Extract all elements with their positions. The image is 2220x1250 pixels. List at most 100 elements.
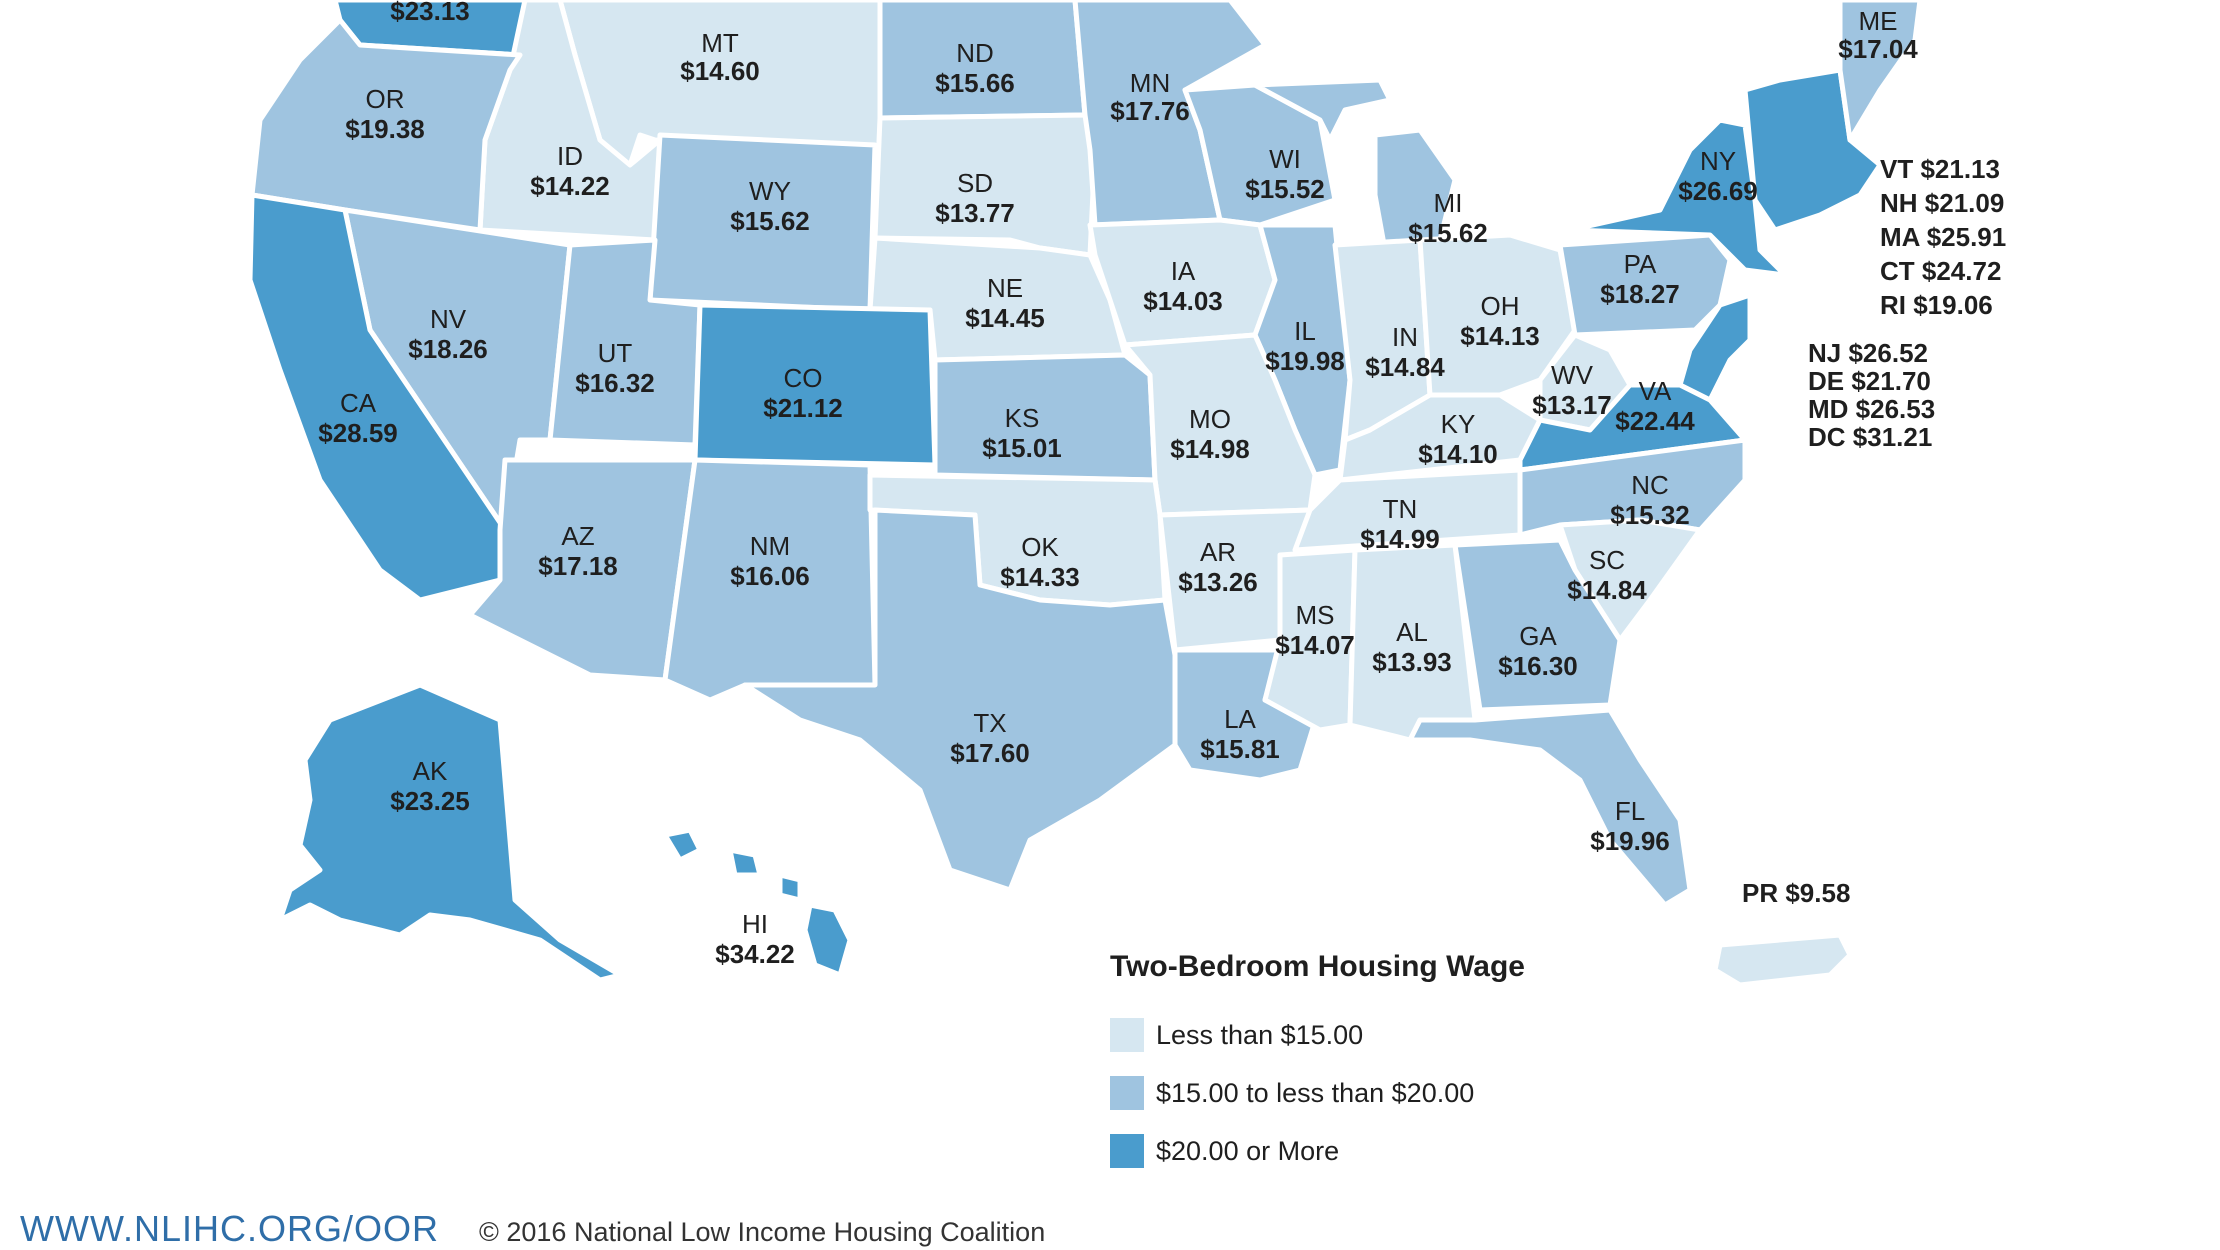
label-me-abbr: ME (1859, 6, 1898, 36)
state-ca[interactable] (247, 192, 508, 603)
label-wy-value: $15.62 (730, 206, 810, 236)
label-in-abbr: IN (1392, 322, 1418, 352)
side-label-dc: DC $31.21 (1808, 422, 1932, 452)
state-tx[interactable] (742, 507, 1178, 893)
label-ca-value: $28.59 (318, 418, 398, 448)
label-pa-value: $18.27 (1600, 279, 1680, 309)
label-al-abbr: AL (1396, 617, 1428, 647)
state-me[interactable] (1837, 0, 1923, 143)
state-nj-md[interactable] (1677, 292, 1753, 403)
side-label-ri: RI $19.06 (1880, 290, 1993, 320)
legend-swatch-mid (1110, 1076, 1144, 1110)
label-co-abbr: CO (784, 363, 823, 393)
label-ms-value: $14.07 (1275, 630, 1355, 660)
label-sd-value: $13.77 (935, 198, 1015, 228)
side-label-pr: PR $9.58 (1742, 878, 1850, 908)
legend-swatch-high (1110, 1134, 1144, 1168)
label-tx-abbr: TX (973, 708, 1006, 738)
label-fl-abbr: FL (1615, 796, 1645, 826)
label-tn-abbr: TN (1383, 494, 1418, 524)
label-ut-abbr: UT (598, 338, 633, 368)
legend-item-mid: $15.00 to less than $20.00 (1110, 1064, 1710, 1122)
label-nv-value: $18.26 (408, 334, 488, 364)
label-in-value: $14.84 (1365, 352, 1445, 382)
label-pa-abbr: PA (1624, 249, 1657, 279)
label-oh-value: $14.13 (1460, 321, 1540, 351)
label-mt-abbr: MT (701, 28, 739, 58)
label-fl-value: $19.96 (1590, 826, 1670, 856)
label-la-abbr: LA (1224, 704, 1256, 734)
label-ky-value: $14.10 (1418, 439, 1498, 469)
label-oh-abbr: OH (1481, 291, 1520, 321)
side-label-vt: VT $21.13 (1880, 154, 2000, 184)
label-ok-abbr: OK (1021, 532, 1059, 562)
label-ne-abbr: NE (987, 273, 1023, 303)
label-nm-abbr: NM (750, 531, 790, 561)
label-va-value: $22.44 (1615, 406, 1695, 436)
legend-label-low: Less than $15.00 (1156, 1019, 1364, 1050)
label-wy-abbr: WY (749, 176, 791, 206)
footer-url-link[interactable]: WWW.NLIHC.ORG/OOR (20, 1208, 439, 1249)
label-ny-value: $26.69 (1678, 176, 1758, 206)
label-mo-value: $14.98 (1170, 434, 1250, 464)
label-ga-value: $16.30 (1498, 651, 1578, 681)
label-ny-abbr: NY (1700, 146, 1736, 176)
state-labels: $23.13 MT $14.60 ND $15.66 MN $17.76 ME … (318, 0, 1918, 969)
state-ga[interactable] (1452, 537, 1623, 713)
label-ak-value: $23.25 (390, 786, 470, 816)
state-ne-region[interactable] (1742, 67, 1883, 233)
footer: WWW.NLIHC.ORG/OOR © 2016 National Low In… (20, 1208, 1045, 1250)
label-or-abbr: OR (366, 84, 405, 114)
label-tn-value: $14.99 (1360, 524, 1440, 554)
footer-copyright: © 2016 National Low Income Housing Coali… (478, 1217, 1046, 1247)
legend-title: Two-Bedroom Housing Wage (1110, 950, 1525, 983)
label-il-value: $19.98 (1265, 346, 1345, 376)
label-ia-abbr: IA (1171, 256, 1196, 286)
side-label-nj: NJ $26.52 (1808, 338, 1928, 368)
state-hi[interactable] (662, 827, 853, 978)
label-ky-abbr: KY (1441, 409, 1476, 439)
label-nv-abbr: NV (430, 304, 467, 334)
label-ks-abbr: KS (1005, 403, 1040, 433)
label-ga-abbr: GA (1519, 621, 1557, 651)
label-sc-abbr: SC (1589, 545, 1625, 575)
label-ia-value: $14.03 (1143, 286, 1223, 316)
label-mn-value: $17.76 (1110, 96, 1190, 126)
side-labels: VT $21.13 NH $21.09 MA $25.91 CT $24.72 … (1742, 154, 2006, 908)
label-id-abbr: ID (557, 141, 583, 171)
label-wi-value: $15.52 (1245, 174, 1325, 204)
label-sd-abbr: SD (957, 168, 993, 198)
label-nd-abbr: ND (956, 38, 994, 68)
state-ak[interactable] (277, 682, 623, 983)
legend-item-low: Less than $15.00 (1110, 1006, 1710, 1064)
label-mi-abbr: MI (1434, 188, 1463, 218)
side-label-ma: MA $25.91 (1880, 222, 2006, 252)
side-label-de: DE $21.70 (1808, 366, 1931, 396)
state-mo[interactable] (1122, 332, 1318, 518)
label-nm-value: $16.06 (730, 561, 810, 591)
legend-swatch-low (1110, 1018, 1144, 1052)
label-me-value: $17.04 (1838, 34, 1918, 64)
label-ar-value: $13.26 (1178, 567, 1258, 597)
label-la-value: $15.81 (1200, 734, 1280, 764)
side-label-ct: CT $24.72 (1880, 256, 2001, 286)
label-va-abbr: VA (1639, 376, 1672, 406)
label-ut-value: $16.32 (575, 368, 655, 398)
label-id-value: $14.22 (530, 171, 610, 201)
label-nc-abbr: NC (1631, 470, 1669, 500)
label-hi-value: $34.22 (715, 939, 795, 969)
label-mt-value: $14.60 (680, 56, 760, 86)
state-fl[interactable] (1407, 707, 1693, 908)
legend-label-high: $20.00 or More (1156, 1135, 1340, 1166)
label-ak-abbr: AK (413, 756, 448, 786)
territory-pr[interactable] (1712, 932, 1853, 988)
state-ny[interactable] (1567, 117, 1788, 278)
label-il-abbr: IL (1294, 316, 1316, 346)
label-wi-abbr: WI (1269, 144, 1301, 174)
map-legend: Two-Bedroom Housing Wage Less than $15.0… (1110, 950, 1710, 1180)
label-sc-value: $14.84 (1567, 575, 1647, 605)
side-label-nh: NH $21.09 (1880, 188, 2004, 218)
label-al-value: $13.93 (1372, 647, 1452, 677)
label-az-abbr: AZ (561, 521, 594, 551)
label-mo-abbr: MO (1189, 404, 1231, 434)
